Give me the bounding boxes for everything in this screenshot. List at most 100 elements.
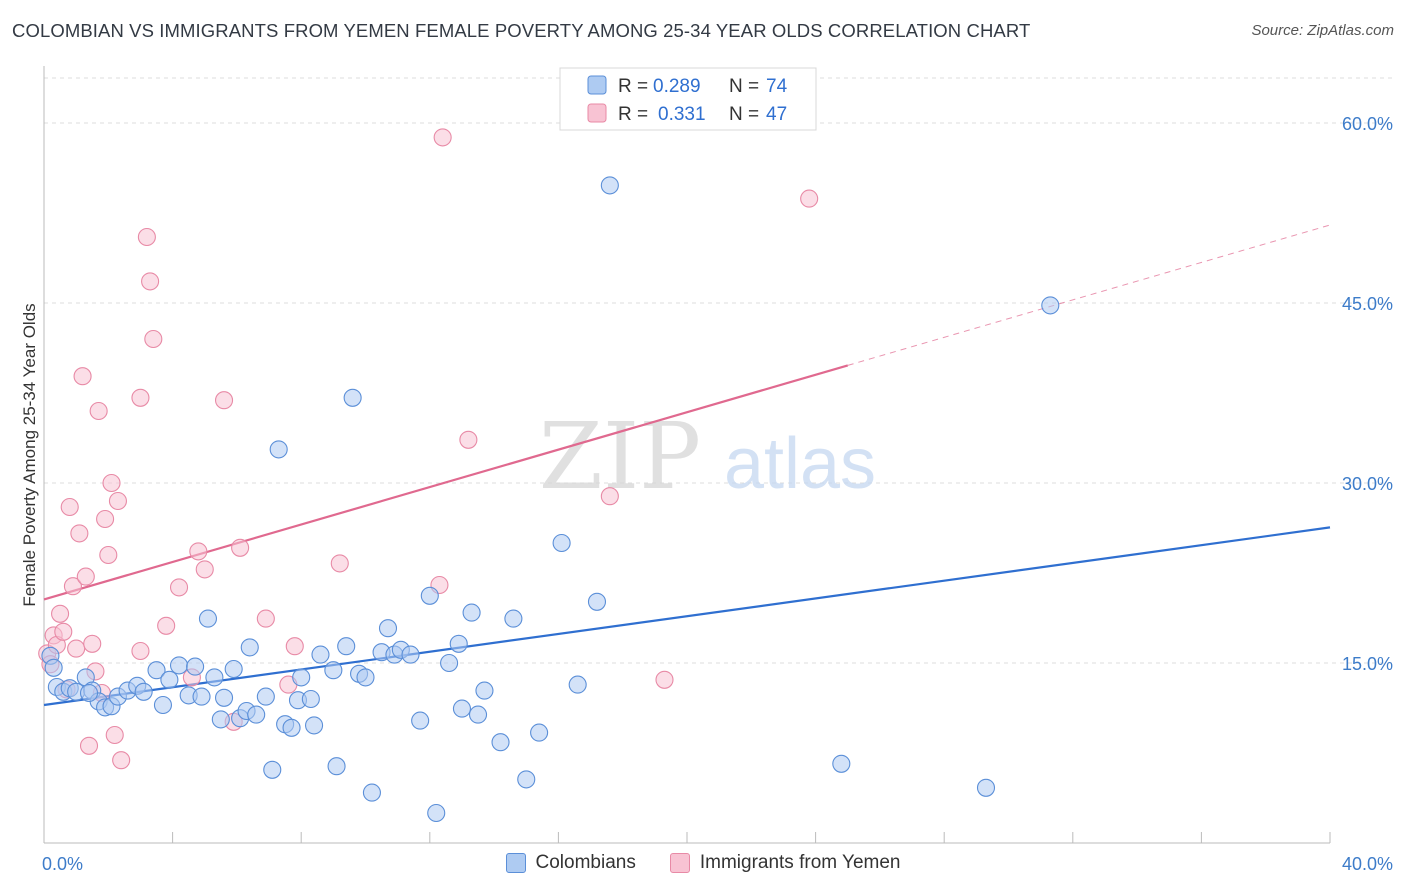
data-point-colombians <box>240 638 259 657</box>
data-point-colombians <box>269 440 288 459</box>
bottom-legend: Colombians Immigrants from Yemen <box>0 852 1406 874</box>
legend-n-value: 74 <box>766 76 788 97</box>
data-point-colombians <box>427 803 446 823</box>
legend-r-label: R = <box>618 76 648 97</box>
data-point-yemen <box>144 329 163 349</box>
data-point-yemen <box>800 189 819 208</box>
data-point-yemen <box>60 497 79 517</box>
data-point-yemen <box>102 473 121 493</box>
legend-r-label: R = <box>618 104 648 125</box>
data-point-colombians <box>282 718 301 737</box>
data-point-yemen <box>600 487 619 506</box>
data-point-colombians <box>327 757 346 776</box>
data-point-colombians <box>186 657 205 676</box>
data-point-colombians <box>160 670 179 689</box>
data-point-yemen <box>330 554 349 573</box>
data-point-colombians <box>311 645 330 664</box>
data-point-yemen <box>96 509 115 529</box>
data-point-colombians <box>420 586 439 605</box>
data-point-colombians <box>343 388 362 407</box>
data-point-yemen <box>54 622 73 641</box>
data-point-colombians <box>462 603 481 622</box>
trend-line-yemen <box>43 364 849 601</box>
legend-box: R = 0.289 N = 74 R = 0.331 N = 47 <box>559 67 817 131</box>
data-point-yemen <box>285 637 304 656</box>
x-tick-label: 0.0% <box>42 854 83 874</box>
legend-n-label: N = <box>729 104 759 125</box>
svg-text:R =: R = <box>618 76 648 97</box>
data-point-colombians <box>324 661 343 680</box>
data-point-colombians <box>292 668 311 687</box>
data-point-yemen <box>169 578 189 597</box>
data-point-colombians <box>517 770 536 789</box>
data-point-colombians <box>411 711 430 730</box>
trend-line-yemen-extrapolated <box>847 224 1331 366</box>
data-point-yemen <box>157 616 176 635</box>
watermark-zip: ZIP <box>539 403 701 510</box>
data-point-colombians <box>468 705 488 724</box>
axes <box>43 66 1331 844</box>
data-point-colombians <box>147 661 166 680</box>
data-point-colombians <box>504 609 523 628</box>
data-point-colombians <box>263 760 282 779</box>
legend-swatch-blue <box>587 75 607 95</box>
data-point-colombians <box>587 592 607 611</box>
data-point-colombians <box>832 754 851 773</box>
data-point-colombians <box>362 783 381 802</box>
data-point-colombians <box>79 683 99 703</box>
legend-item-yemen: Immigrants from Yemen <box>669 852 901 874</box>
source-label: Source: ZipAtlas.com <box>1251 22 1394 39</box>
data-point-colombians <box>452 699 472 718</box>
data-point-yemen <box>76 567 95 586</box>
data-point-colombians <box>205 668 224 687</box>
data-point-colombians <box>378 619 398 638</box>
legend-r-value: 0.331 <box>658 104 706 125</box>
data-point-yemen <box>73 367 92 386</box>
data-point-colombians <box>198 609 218 628</box>
data-point-yemen <box>256 609 275 628</box>
y-tick-label: 45.0% <box>1342 294 1393 314</box>
y-tick-label: 15.0% <box>1342 654 1393 674</box>
gridlines <box>44 77 1393 664</box>
data-point-colombians <box>530 723 549 742</box>
legend-swatch-pink <box>587 103 607 123</box>
data-point-colombians <box>449 634 468 653</box>
data-point-colombians <box>44 658 63 677</box>
tick-labels: 15.0% 30.0% 45.0% 60.0% 0.0% 40.0% <box>42 114 1393 874</box>
legend-n-label: N = <box>729 76 759 97</box>
data-point-colombians <box>153 695 173 715</box>
data-point-yemen <box>51 604 70 623</box>
data-point-yemen <box>195 560 214 579</box>
legend-item-colombians: Colombians <box>505 852 636 874</box>
data-point-colombians <box>192 687 211 706</box>
y-tick-label: 30.0% <box>1342 474 1393 494</box>
data-point-yemen <box>137 227 156 247</box>
data-point-colombians <box>475 681 494 700</box>
watermark-atlas: atlas <box>724 424 876 504</box>
data-point-yemen <box>141 272 160 291</box>
data-point-yemen <box>99 545 118 565</box>
x-tick-label: 40.0% <box>1342 854 1393 874</box>
data-point-yemen <box>459 430 478 449</box>
data-point-colombians <box>169 656 189 675</box>
legend-label-colombians: Colombians <box>535 852 636 873</box>
data-point-colombians <box>600 176 619 195</box>
data-point-yemen <box>79 736 99 755</box>
swatch-blue <box>505 853 526 873</box>
data-point-colombians <box>211 710 230 729</box>
legend-label-yemen: Immigrants from Yemen <box>699 852 901 873</box>
data-point-colombians <box>247 705 266 724</box>
data-point-colombians <box>440 653 459 673</box>
data-point-colombians <box>301 689 320 709</box>
data-point-colombians <box>305 716 324 735</box>
data-point-colombians <box>337 637 356 656</box>
data-point-yemen <box>131 641 150 661</box>
data-point-yemen <box>105 725 124 745</box>
data-point-yemen <box>214 391 234 410</box>
data-point-colombians <box>356 668 375 687</box>
y-tick-label: 60.0% <box>1342 114 1393 134</box>
data-point-colombians <box>134 682 153 701</box>
data-point-yemen <box>67 639 86 658</box>
data-point-yemen <box>655 670 674 689</box>
